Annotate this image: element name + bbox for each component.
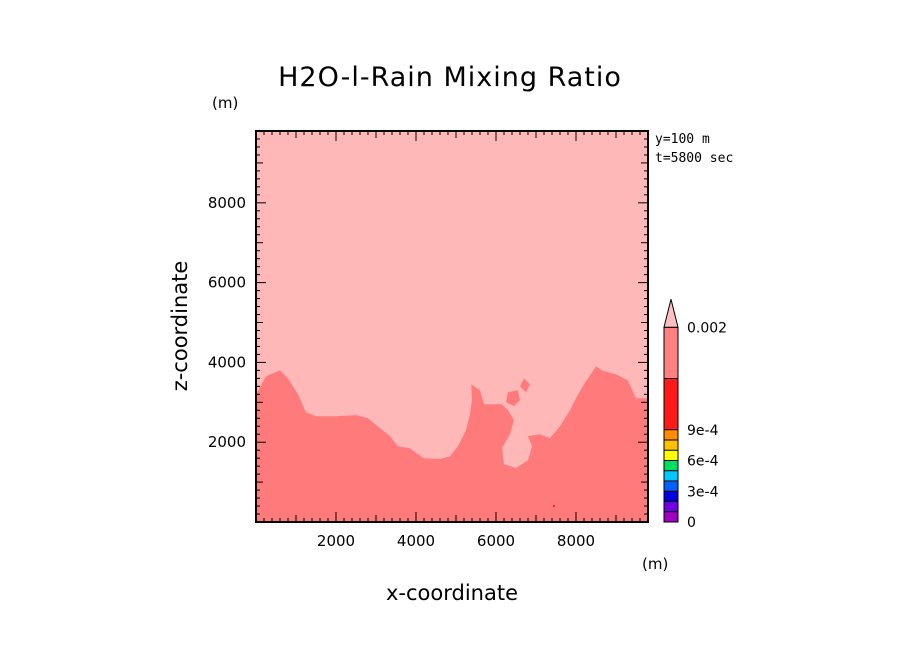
colorbar-segment-5 <box>664 460 678 471</box>
colorbar-label: 0 <box>687 515 696 531</box>
colorbar-label: 0.002 <box>687 320 727 336</box>
colorbar-segment-8 <box>664 429 678 440</box>
x-tick-label: 2000 <box>317 532 355 550</box>
colorbar-segment-9 <box>664 378 678 430</box>
x-axis-label: x-coordinate <box>386 581 518 605</box>
axis-ticks <box>255 130 649 523</box>
y-tick-labels: 2000 4000 6000 8000 <box>208 194 246 451</box>
colorbar-segment-10 <box>664 327 678 379</box>
x-tick-labels: 2000 4000 6000 8000 <box>317 532 595 550</box>
annotation-time: t=5800 sec <box>655 151 733 166</box>
lower-field-island-1 <box>520 378 530 393</box>
y-tick-label: 2000 <box>208 433 246 451</box>
colorbar-segment-6 <box>664 450 678 461</box>
colorbar-segment-1 <box>664 501 678 512</box>
x-unit-label: (m) <box>642 555 668 573</box>
annotation-y: y=100 m <box>655 132 710 147</box>
colorbar-segment-0 <box>664 511 678 522</box>
y-axis-label: z-coordinate <box>168 261 192 392</box>
colorbar-segment-4 <box>664 470 678 481</box>
colorbar-overflow-triangle <box>663 299 679 328</box>
x-tick-label: 8000 <box>557 532 595 550</box>
colorbar-label: 6e-4 <box>687 454 719 470</box>
colorbar-segment-2 <box>664 491 678 502</box>
x-tick-label: 4000 <box>397 532 435 550</box>
colorbar-label: 9e-4 <box>687 423 719 439</box>
colorbar-segment-3 <box>664 481 678 492</box>
y-tick-label: 8000 <box>208 194 246 212</box>
chart-title: H2O-l-Rain Mixing Ratio <box>278 62 622 93</box>
speck-point <box>553 505 555 508</box>
lower-field-islands <box>506 378 530 407</box>
colorbar-label: 3e-4 <box>687 484 719 500</box>
y-tick-label: 4000 <box>208 353 246 371</box>
x-tick-label: 6000 <box>477 532 515 550</box>
colorbar-segment-7 <box>664 440 678 451</box>
y-tick-label: 6000 <box>208 274 246 292</box>
plot-area <box>255 130 649 523</box>
lower-field-region <box>256 366 648 522</box>
lower-field-island-0 <box>506 390 520 407</box>
colorbar: 0 3e-4 6e-4 9e-4 0.002 <box>663 299 727 531</box>
plot-frame <box>255 130 649 523</box>
y-unit-label: (m) <box>212 94 238 112</box>
